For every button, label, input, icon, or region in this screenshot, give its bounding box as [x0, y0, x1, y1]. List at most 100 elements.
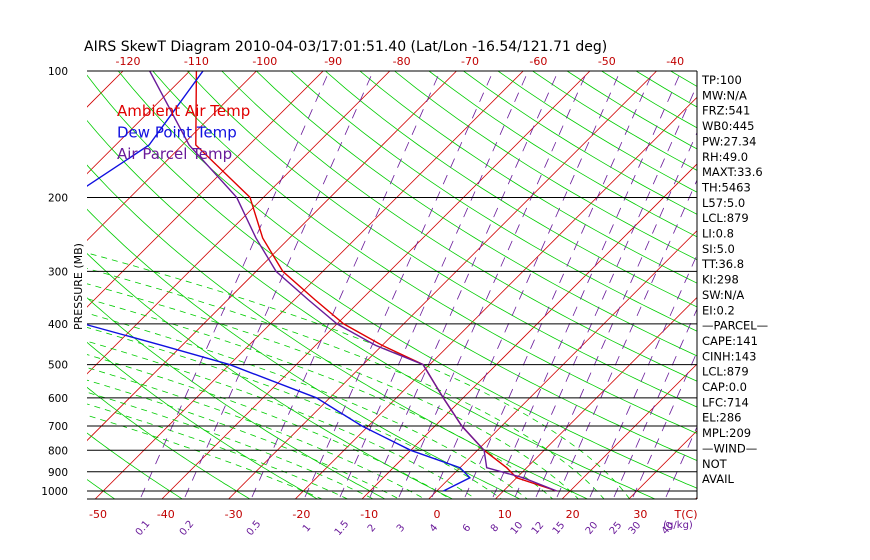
moist-adiabat-line: [87, 268, 605, 499]
pressure-tick-label: 100: [48, 66, 68, 78]
mixing-ratio-line: [535, 131, 697, 498]
moist-adiabat-line: [87, 340, 477, 499]
bottom-temperature-tick-label: 20: [566, 508, 580, 521]
moist-adiabat-line: [87, 312, 528, 499]
mixing-ratio-label: 6: [461, 522, 474, 534]
stability-index-label: EI:0.2: [702, 303, 735, 317]
chart-title: AIRS SkewT Diagram 2010-04-03/17:01:51.4…: [84, 39, 607, 55]
stability-index-label: LFC:714: [702, 395, 749, 409]
series-dew-point-temp-line: [87, 71, 472, 492]
dry-adiabat-line: [393, 71, 697, 261]
dry-adiabat-line: [87, 252, 454, 499]
top-temperature-tick-label: -90: [324, 55, 342, 68]
stability-index-label: —WIND—: [702, 441, 757, 455]
mixing-ratio-label: 1.5: [333, 519, 352, 538]
mixing-ratio-label: 2: [366, 522, 379, 534]
isotherm-line: [94, 71, 524, 499]
dry-adiabat-line: [324, 71, 697, 308]
mixing-ratio-line: [514, 84, 697, 498]
dry-adiabat-line: [152, 71, 697, 434]
stability-index-label: CAPE:141: [702, 334, 758, 348]
dry-adiabat-line: [87, 208, 521, 499]
grid-lines: [0, 52, 870, 509]
stability-index-label: MAXT:33.6: [702, 165, 763, 179]
moist-adiabat-line: [87, 327, 503, 499]
isotherm-line: [87, 71, 191, 175]
isotherm-line: [428, 230, 697, 499]
top-temperature-tick-label: -100: [252, 55, 277, 68]
dry-adiabat-line: [87, 479, 116, 499]
moist-adiabat-line: [87, 367, 426, 499]
stability-index-label: FRZ:541: [702, 104, 750, 118]
pressure-tick-label: 400: [48, 319, 68, 331]
stability-index-label: —PARCEL—: [702, 319, 768, 333]
isobar-lines: [87, 70, 697, 492]
dry-adiabat-line: [87, 432, 184, 499]
dry-adiabat-line: [87, 386, 251, 499]
mixing-ratio-unit-label: (g/kg): [663, 520, 693, 531]
isotherm-line: [561, 363, 697, 499]
top-temperature-tick-label: -120: [116, 55, 141, 68]
legend-entry: Ambient Air Temp: [117, 102, 250, 120]
stability-index-label: TP:100: [701, 73, 742, 87]
pressure-tick-label: 700: [48, 421, 68, 433]
top-temperature-tick-label: -80: [393, 55, 411, 68]
mixing-ratio-line: [613, 308, 697, 498]
bottom-temperature-tick-label: -20: [292, 508, 310, 521]
stability-index-label: TH:5463: [701, 180, 751, 194]
pressure-tick-label: 500: [48, 360, 68, 372]
stability-index-label: LCL:879: [702, 211, 749, 225]
dry-adiabat-line: [221, 71, 697, 382]
stability-index-label: TT:36.8: [701, 257, 744, 271]
mixing-ratio-line: [431, 71, 621, 498]
legend-entry: Air Parcel Temp: [117, 145, 232, 163]
isotherm-line: [0, 52, 9, 509]
bottom-temperature-tick-label: -10: [360, 508, 378, 521]
legend: Ambient Air Temp Dew Point Temp Air Parcel…: [117, 102, 250, 163]
mixing-ratio-line: [464, 71, 654, 498]
isotherm-line: [753, 52, 870, 509]
stability-index-label: KI:298: [702, 273, 739, 287]
bottom-temperature-tick-label: -30: [225, 508, 243, 521]
dry-adiabat-line: [87, 74, 697, 489]
moist-adiabat-line: [87, 283, 579, 499]
mixing-ratio-line: [304, 71, 494, 498]
top-temperature-tick-label: -110: [184, 55, 209, 68]
y-axis-label: PRESSURE (MB): [72, 243, 85, 330]
mixing-ratio-line: [632, 351, 697, 498]
dry-adiabat-line: [186, 71, 697, 408]
dry-adiabat-line: [359, 71, 697, 284]
pressure-tick-label: 600: [48, 393, 68, 405]
dry-adiabat-line: [117, 71, 697, 462]
temperature-unit-label: T(C): [674, 508, 698, 521]
mixing-ratio-label: 0.5: [245, 519, 264, 538]
dry-adiabat-line: [87, 297, 386, 499]
pressure-tick-label: 1000: [41, 486, 68, 498]
mixing-ratio-label: 10: [509, 520, 526, 537]
top-temperature-tick-label: -50: [598, 55, 616, 68]
stability-index-label: CAP:0.0: [702, 380, 747, 394]
isotherm-line: [361, 163, 697, 499]
bottom-temperature-tick-label: 30: [633, 508, 647, 521]
mixing-ratio-line: [589, 253, 697, 498]
bottom-temperature-tick-label: 10: [498, 508, 512, 521]
top-temperature-tick-label: -40: [666, 55, 684, 68]
sounding-series: [87, 71, 558, 492]
moist-adiabat-line: [87, 354, 451, 499]
pressure-tick-label: 800: [48, 445, 68, 457]
mixing-ratio-label: 4: [428, 522, 441, 534]
isotherm-line: [87, 71, 324, 308]
stability-index-label: PW:27.34: [702, 134, 756, 148]
isotherm-line: [494, 296, 697, 499]
top-temperature-tick-label: -60: [529, 55, 547, 68]
pressure-tick-label: 200: [48, 192, 68, 204]
bottom-temperature-tick-label: -40: [157, 508, 175, 521]
stability-index-label: MW:N/A: [702, 88, 747, 102]
mixing-ratio-label: 1: [301, 522, 314, 534]
stability-index-label: SI:5.0: [702, 242, 735, 256]
mixing-ratio-line: [251, 71, 441, 498]
mixing-ratio-line: [339, 71, 529, 498]
moist-adiabat-line: [87, 252, 631, 499]
